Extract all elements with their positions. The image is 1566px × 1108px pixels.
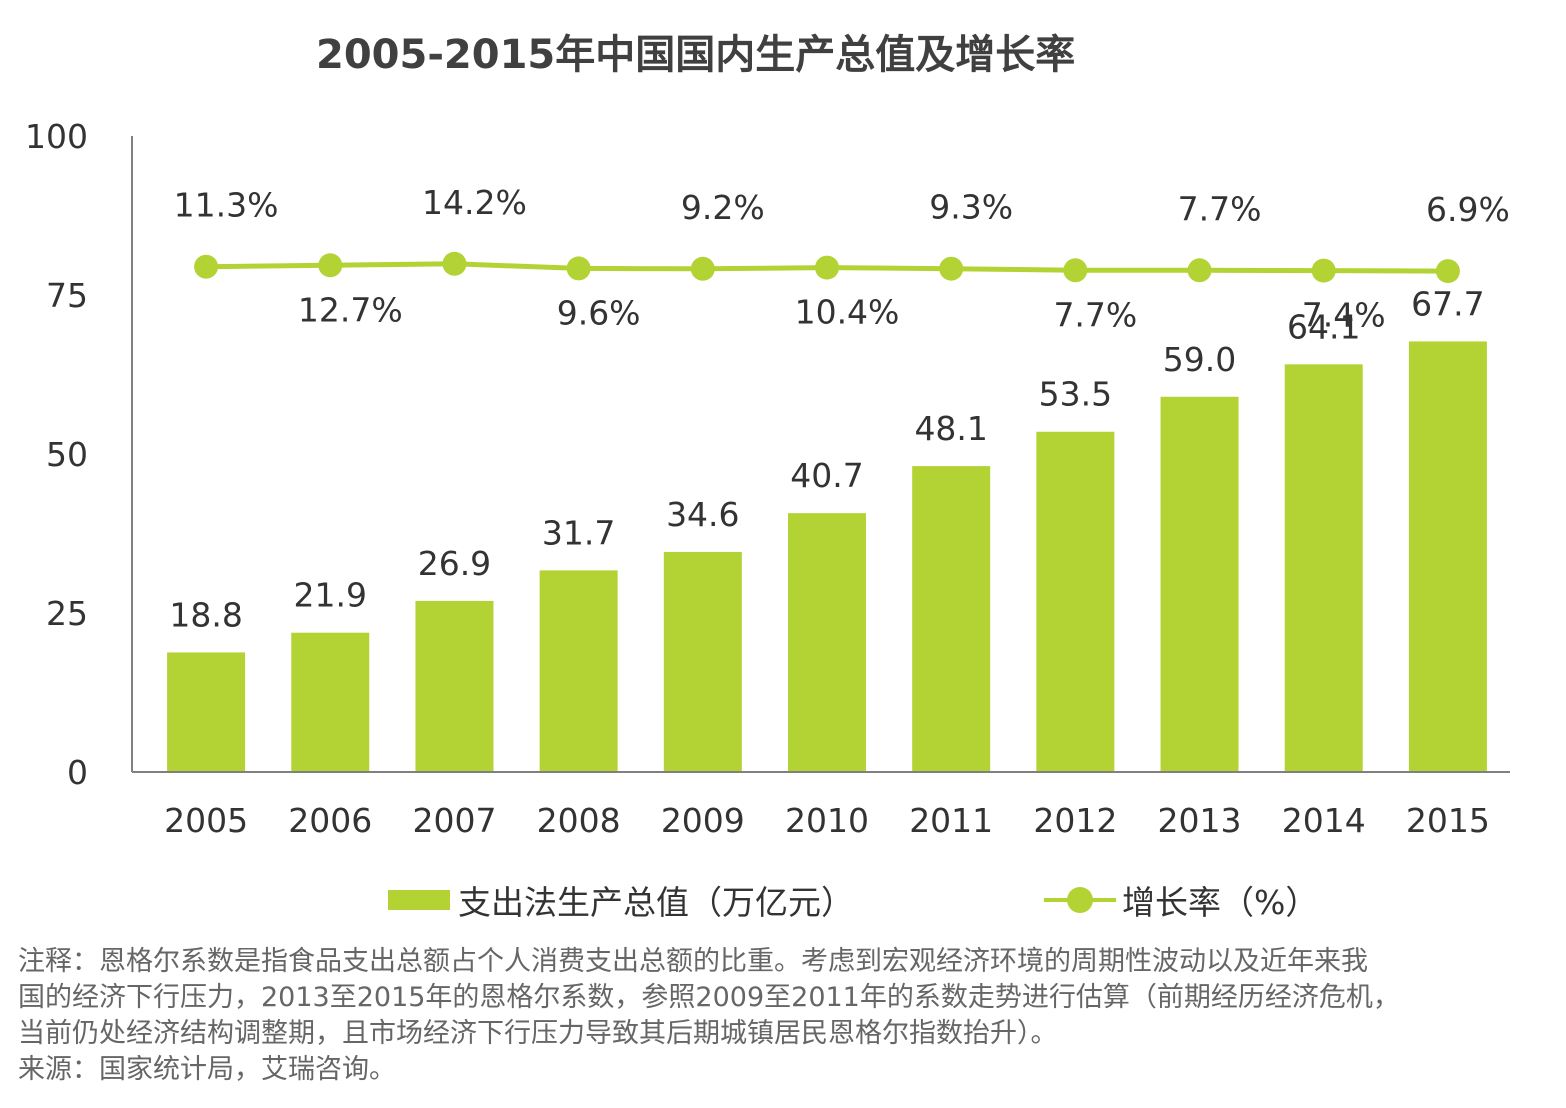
growth-label-2015: 6.9% — [1426, 190, 1510, 229]
y-tick-label-25: 25 — [46, 594, 88, 633]
x-ticks-layer: 2005 2006 2007 2008 2009 2010 2011 2012 2013 2014… — [164, 801, 1490, 840]
x-tick-label-2009: 2009 — [661, 801, 745, 840]
y-ticks-layer: 0 25 50 75 100 — [25, 117, 88, 792]
bar-2006 — [291, 632, 370, 772]
growth-point-2009 — [690, 256, 715, 281]
note-line-3: 当前仍处经济结构调整期，且市场经济下行压力导致其后期城镇居民恩格尔指数抬升）。 — [18, 1018, 1058, 1049]
bar-label-2012: 53.5 — [1039, 375, 1112, 414]
chart-title: 2005-2015年中国国内生产总值及增长率 — [316, 32, 1076, 78]
note-line-2: 国的经济下行压力，2013至2015年的恩格尔系数，参照2009至2011年的系… — [18, 982, 1400, 1013]
growth-point-2014 — [1311, 258, 1336, 283]
bar-label-2006: 21.9 — [294, 576, 367, 615]
y-tick-label-0: 0 — [67, 753, 88, 792]
bar-2007 — [415, 600, 494, 772]
growth-label-2006: 12.7% — [298, 290, 403, 329]
growth-labels-layer: 11.3% 12.7% 14.2% 9.6% 9.2% 10.4% 9.3% 7.7% 7.7%… — [174, 183, 1510, 335]
bar-2009 — [663, 551, 742, 772]
growth-point-2012 — [1063, 258, 1088, 283]
growth-point-2013 — [1187, 258, 1212, 283]
growth-point-2015 — [1435, 259, 1460, 284]
growth-point-2005 — [194, 254, 219, 279]
bar-label-2010: 40.7 — [790, 456, 863, 495]
legend-item-gdp: 支出法生产总值（万亿元） — [388, 872, 854, 928]
y-tick-label-50: 50 — [46, 435, 88, 474]
bar-label-2015: 67.7 — [1411, 284, 1484, 323]
legend-line-swatch — [1044, 886, 1116, 914]
bar-2008 — [539, 570, 618, 772]
bar-label-2008: 31.7 — [542, 513, 615, 552]
legend: 支出法生产总值（万亿元） 增长率（%） — [0, 872, 1566, 928]
bars-layer — [167, 341, 1487, 772]
growth-label-2005: 11.3% — [174, 186, 279, 225]
bar-label-2009: 34.6 — [666, 495, 739, 534]
x-tick-label-2013: 2013 — [1158, 801, 1242, 840]
bar-2015 — [1408, 341, 1487, 772]
growth-label-2007: 14.2% — [422, 183, 527, 222]
source-line: 来源：国家统计局，艾瑞咨询。 — [18, 1054, 396, 1085]
x-tick-label-2012: 2012 — [1033, 801, 1117, 840]
x-tick-label-2006: 2006 — [288, 801, 372, 840]
bar-label-2005: 18.8 — [169, 595, 242, 634]
growth-label-2010: 10.4% — [795, 293, 900, 332]
bar-label-2007: 26.9 — [418, 544, 491, 583]
bar-2013 — [1160, 396, 1239, 772]
growth-line-layer — [194, 251, 1460, 284]
bar-2005 — [167, 652, 246, 772]
y-tick-label-100: 100 — [25, 117, 88, 156]
bar-label-2013: 59.0 — [1163, 340, 1236, 379]
growth-point-2007 — [442, 251, 467, 276]
growth-label-2013: 7.7% — [1178, 189, 1262, 228]
bar-2010 — [788, 513, 866, 772]
growth-label-2012: 7.7% — [1053, 295, 1137, 334]
growth-point-2011 — [939, 256, 964, 281]
chart-plot: 18.8 21.9 26.9 31.7 34.6 40.7 48.1 53.5 59.0 64.1… — [25, 117, 1510, 840]
growth-point-2006 — [318, 253, 343, 278]
growth-label-2014: 7.4% — [1302, 296, 1386, 335]
growth-point-2010 — [815, 255, 839, 280]
x-tick-label-2011: 2011 — [909, 801, 993, 840]
x-tick-label-2010: 2010 — [785, 801, 869, 840]
x-tick-label-2014: 2014 — [1282, 801, 1366, 840]
growth-label-2009: 9.2% — [681, 188, 765, 227]
growth-label-2008: 9.6% — [557, 293, 641, 332]
bar-label-2011: 48.1 — [914, 409, 987, 448]
notes: 注释：恩格尔系数是指食品支出总额占个人消费支出总额的比重。考虑到宏观经济环境的周… — [18, 944, 1558, 1088]
y-tick-label-75: 75 — [46, 276, 88, 315]
legend-item-growth: 增长率（%） — [1044, 872, 1318, 928]
legend-bar-swatch — [388, 890, 450, 910]
growth-label-2011: 9.3% — [929, 188, 1013, 227]
x-tick-label-2005: 2005 — [164, 801, 248, 840]
legend-label-growth: 增长率（%） — [1122, 883, 1319, 922]
bar-2014 — [1284, 364, 1363, 772]
growth-point-2008 — [566, 256, 591, 281]
x-tick-label-2007: 2007 — [412, 801, 496, 840]
x-tick-label-2008: 2008 — [537, 801, 621, 840]
bar-labels-layer: 18.8 21.9 26.9 31.7 34.6 40.7 48.1 53.5 59.0 64.1… — [169, 284, 1484, 634]
bar-2011 — [912, 466, 991, 772]
legend-label-gdp: 支出法生产总值（万亿元） — [458, 883, 854, 922]
x-tick-label-2015: 2015 — [1406, 801, 1490, 840]
note-line-1: 注释：恩格尔系数是指食品支出总额占个人消费支出总额的比重。考虑到宏观经济环境的周… — [18, 946, 1368, 977]
bar-2012 — [1036, 431, 1115, 772]
bar-label-2014: 64.1 — [1287, 307, 1360, 346]
